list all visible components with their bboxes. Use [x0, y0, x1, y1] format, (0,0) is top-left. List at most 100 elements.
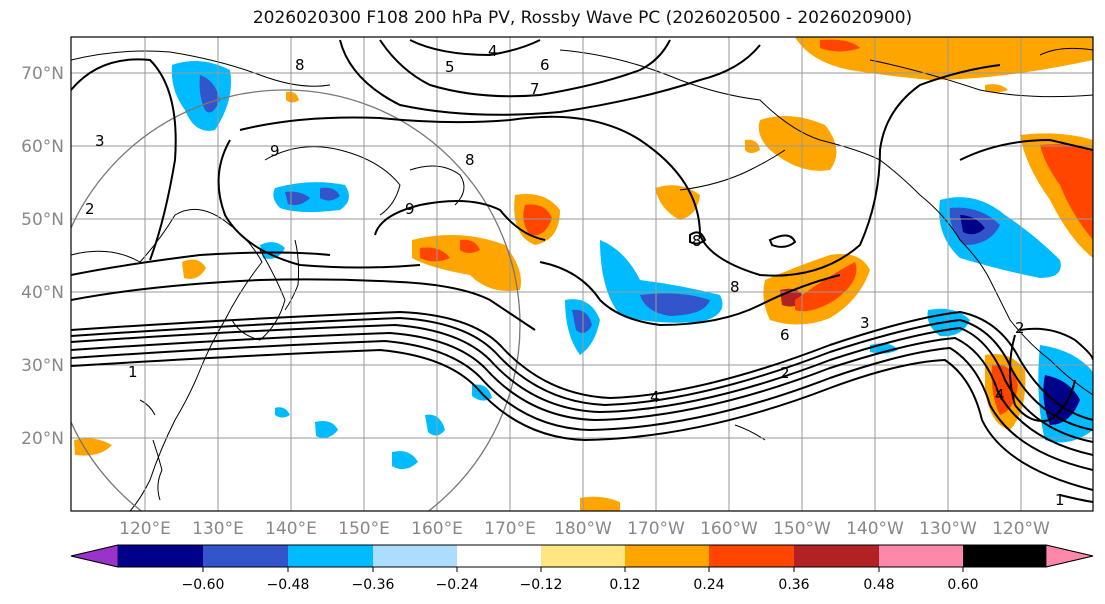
positive-anomaly-region [74, 438, 112, 456]
contour-label: 5 [445, 58, 455, 76]
lon-label: 160°W [700, 519, 758, 539]
negative-anomaly-region [392, 451, 418, 470]
positive-anomaly-region [820, 39, 860, 52]
colorbar-tick-label: −0.60 [182, 577, 225, 593]
contour-label: 2 [1015, 319, 1025, 337]
lat-label: 20°N [21, 429, 64, 449]
contour-label: 7 [530, 80, 540, 98]
contour-label: 8 [465, 151, 475, 169]
colorbar-segment [709, 545, 794, 567]
contour-label: 2 [85, 200, 95, 218]
contour-label: 2 [780, 364, 790, 382]
colorbar-extend-low [70, 544, 119, 568]
lon-label: 130°W [919, 519, 977, 539]
lat-label: 30°N [21, 356, 64, 376]
colorbar-outline [70, 544, 1094, 568]
negative-anomaly-region [572, 309, 592, 334]
contour-label: 8 [730, 278, 740, 296]
lat-label: 40°N [21, 283, 64, 303]
negative-anomaly-region [260, 242, 285, 259]
contour-label: 8 [295, 56, 305, 74]
positive-anomaly-region [523, 204, 552, 236]
pv-shading [74, 37, 1093, 511]
positive-anomaly-region [412, 235, 521, 291]
colorbar-tick-label: 0.60 [947, 577, 978, 593]
colorbar-tick-label: −0.24 [436, 577, 479, 593]
lat-label: 70°N [21, 64, 64, 84]
colorbar-tick-label: 0.24 [693, 577, 724, 593]
negative-anomaly-region [425, 414, 445, 436]
map-background [71, 37, 1093, 511]
contour-label: 4 [488, 42, 498, 60]
contour-label: 6 [780, 326, 790, 344]
positive-anomaly-region [580, 496, 620, 511]
lon-label: 180°W [554, 519, 612, 539]
colorbar-extend-high [1045, 544, 1094, 568]
negative-anomaly-region [960, 215, 985, 235]
colorbar-segment [625, 545, 709, 567]
lon-label: 120°E [119, 519, 171, 539]
lon-label: 140°E [265, 519, 317, 539]
lon-label: 140°W [846, 519, 904, 539]
positive-anomaly-region [795, 37, 1093, 80]
lon-label: 150°W [773, 519, 831, 539]
positive-anomaly-region [286, 91, 299, 103]
colorbar-tick-label: 0.48 [863, 577, 894, 593]
colorbar-tick-label: 0.12 [609, 577, 640, 593]
reference-circle [71, 89, 521, 511]
colorbar-tick-label: 0.36 [778, 577, 809, 593]
lon-label: 120°W [992, 519, 1050, 539]
contour-label: 1 [128, 363, 138, 381]
colorbar-segment [794, 545, 879, 567]
colorbar-segment [373, 545, 457, 567]
contour-label: 3 [860, 314, 870, 332]
contour-label: 8 [692, 232, 702, 250]
positive-anomaly-region [1040, 144, 1093, 240]
graticule [71, 37, 1093, 511]
colorbar-tick-label: −0.12 [520, 577, 563, 593]
lat-label: 50°N [21, 210, 64, 230]
negative-anomaly-region [315, 421, 338, 438]
colorbar-tick-label: −0.48 [267, 577, 310, 593]
positive-anomaly-region [758, 116, 837, 171]
positive-anomaly-region [991, 364, 1018, 415]
colorbar-tick-label: −0.36 [352, 577, 395, 593]
contour-label: 4 [995, 386, 1005, 404]
latitude-labels: 70°N 60°N 50°N 40°N 30°N 20°N [21, 64, 64, 449]
colorbar-segment [203, 545, 288, 567]
positive-anomaly-region [985, 84, 1008, 93]
contour-label: 1 [1055, 491, 1065, 509]
colorbar-segment [963, 545, 1046, 567]
map-title: 2026020300 F108 200 hPa PV, Rossby Wave … [252, 8, 913, 28]
colorbar-segment [457, 545, 541, 567]
colorbar: −0.60 −0.48 −0.36 −0.24 −0.12 0.12 0.24 … [70, 544, 1094, 593]
map-frame [70, 36, 1094, 512]
positive-anomaly-region [182, 259, 206, 279]
contour-label: 4 [650, 388, 660, 406]
contour-label: 6 [540, 56, 550, 74]
pv-contours [71, 39, 1093, 503]
lon-label: 130°E [192, 519, 244, 539]
colorbar-segment [541, 545, 625, 567]
lon-label: 170°W [627, 519, 685, 539]
negative-anomaly-region [199, 75, 220, 113]
negative-anomaly-region [640, 293, 710, 316]
negative-anomaly-region [275, 407, 290, 418]
positive-anomaly-region [795, 262, 857, 312]
lat-label: 60°N [21, 137, 64, 157]
lon-label: 170°E [484, 519, 536, 539]
lon-label: 150°E [338, 519, 390, 539]
longitude-labels: 120°E 130°E 140°E 150°E 160°E 170°E 180°… [119, 519, 1050, 539]
contour-label: 9 [270, 142, 280, 160]
contour-label: 3 [95, 132, 105, 150]
contour-labels: 1 2 3 4 4 5 6 6 7 8 8 8 8 9 9 2 3 1 2 4 [85, 42, 1065, 509]
colorbar-segment [118, 545, 203, 567]
positive-anomaly-region [655, 185, 700, 220]
colorbar-segment [879, 545, 963, 567]
colorbar-segment [288, 545, 373, 567]
positive-anomaly-region [460, 239, 480, 253]
negative-anomaly-region [320, 187, 340, 201]
lon-label: 160°E [411, 519, 463, 539]
positive-anomaly-region [420, 247, 450, 262]
